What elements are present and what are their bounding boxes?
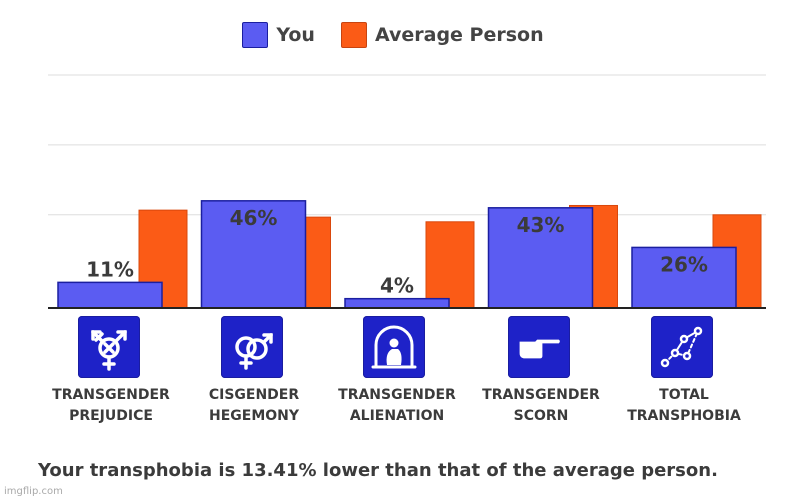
data-label-you-0: 11% xyxy=(86,257,134,281)
data-label-you-2: 4% xyxy=(380,274,414,298)
category-label-alienation: TRANSGENDER ALIENATION xyxy=(338,387,456,424)
legend-swatch-you xyxy=(242,22,269,48)
bar-you-4 xyxy=(631,246,737,309)
legend-item-average: Average Person xyxy=(340,22,544,48)
bar-you-1 xyxy=(200,200,307,309)
data-label-you-3: 43% xyxy=(517,213,565,237)
category-label-scorn: TRANSGENDER SCORN xyxy=(482,387,600,424)
category-label-prejudice: TRANSGENDER PREJUDICE xyxy=(52,387,170,424)
interlocked-male-female-icon xyxy=(221,316,283,378)
bar-you-2 xyxy=(344,297,450,309)
legend-swatch-average xyxy=(340,22,367,48)
legend-label-average: Average Person xyxy=(374,24,544,46)
pointing-hand-icon xyxy=(508,316,570,378)
watermark: imgflip.com xyxy=(4,486,63,497)
bar-average-2 xyxy=(425,221,475,309)
data-label-you-4: 26% xyxy=(660,252,708,276)
category-label-hegemony: CISGENDER HEGEMONY xyxy=(208,387,300,424)
category-label-total: TOTAL TRANSPHOBIA xyxy=(627,387,741,424)
legend-item-you: You xyxy=(242,22,315,48)
transgender-symbol-icon xyxy=(78,316,140,378)
legend-label-you: You xyxy=(276,24,315,46)
bar-you-0 xyxy=(57,281,163,309)
data-label-you-1: 46% xyxy=(230,206,278,230)
bar-you-3 xyxy=(487,207,594,309)
summary-text: Your transphobia is 13.41% lower than th… xyxy=(38,460,718,481)
line-graph-icon xyxy=(651,316,713,378)
legend: You Average Person xyxy=(0,22,786,48)
person-in-bubble-icon xyxy=(363,316,425,378)
